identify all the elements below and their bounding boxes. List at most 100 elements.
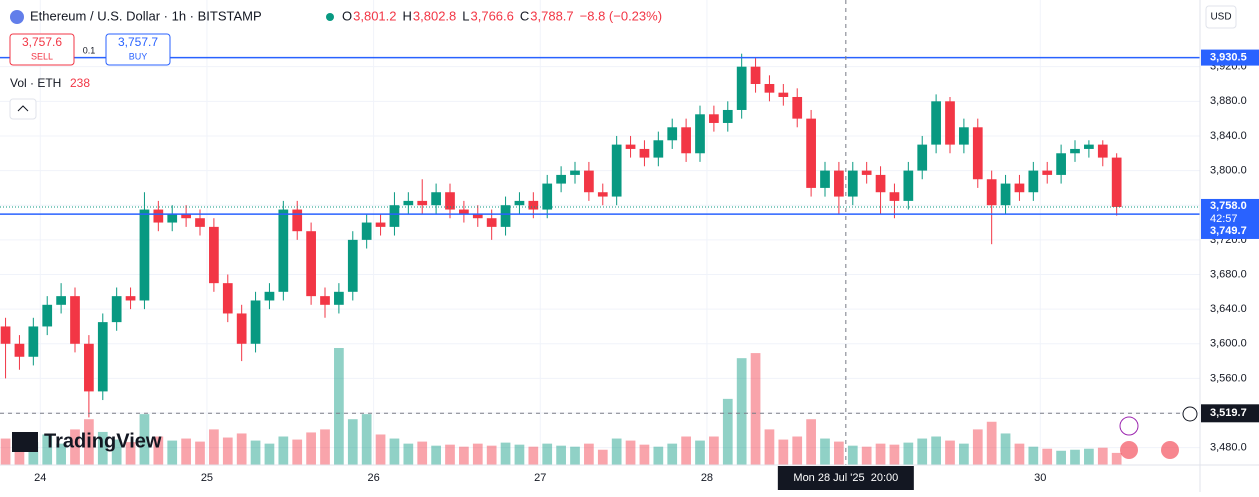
candle-body [334,291,344,305]
x-tick-label: 25 [201,472,213,484]
volume-bar [681,436,691,465]
event-icon[interactable] [1120,441,1138,459]
volume-bar [181,438,191,465]
collapse-button[interactable] [9,98,37,120]
volume-bar [264,443,275,465]
logo: TradingView [44,430,162,452]
candle-body [375,222,386,227]
candle-body [97,322,108,392]
buy-button[interactable] [105,33,171,66]
candle-body [1097,144,1108,158]
candle-body [917,144,928,171]
currency-button[interactable] [1205,5,1237,29]
crosshair-price: 3,519.7 [1210,407,1247,419]
volume-bar [97,431,108,465]
currency: USD [1210,12,1231,23]
volume-bar [1028,446,1039,465]
volume-bar [1070,449,1080,465]
candle-body [1028,170,1039,193]
volume-bar [861,446,872,465]
volume-bar [764,429,775,465]
volume-bar [167,440,178,465]
volume-bar [667,443,678,465]
candle-body [459,209,469,214]
candle-body [250,300,261,344]
candle-body [1084,144,1094,149]
volume-bar [472,443,483,465]
volume-bar [528,446,539,465]
volume-bar [28,442,39,465]
crosshair-price-box [1201,404,1259,423]
volume-bar [70,429,80,465]
candle-body [84,343,94,392]
volume-bar [806,419,816,465]
volume-bar [403,443,414,465]
volume-bar [306,432,316,465]
x-tick-label: 30 [1034,472,1046,484]
volume-bar [709,436,719,465]
sell-label: SELL [31,51,53,61]
candle-body [0,326,11,344]
candle-body [792,96,803,119]
ohlc-value: 3,801.2 [353,8,396,23]
y-tick-label: 3,560.0 [1210,372,1247,384]
y-tick-label: 3,800.0 [1210,164,1247,176]
volume-bar [417,441,428,465]
volume-bar [847,445,858,465]
volume-bar [209,429,219,465]
x-tick-label: 27 [534,472,546,484]
candle-body [222,283,233,314]
current-price-box [1201,198,1259,225]
volume-bar [889,444,900,465]
volume-bar [361,414,372,465]
ohlc-value: 3,788.7 [530,8,573,23]
ideas-icon[interactable] [1119,416,1139,436]
event-icon[interactable] [1161,441,1179,459]
volume-bar [834,441,844,465]
candle-body [972,127,983,180]
candle-body [778,92,789,97]
line-price-label-box [1201,49,1259,66]
volume-bar [570,446,580,465]
volume-bar [986,421,997,465]
volume-bar [56,443,66,465]
candle-body [70,296,80,344]
volume-bar [611,438,622,465]
volume-bar [736,358,747,465]
candle-body [722,109,733,123]
candle-body [806,118,816,188]
candle-body [959,127,969,145]
candle-body [945,101,955,145]
volume-bar [903,442,914,465]
volume-bar [931,436,941,465]
candle-body [931,101,941,145]
candle-body [42,304,53,327]
volume-bar [153,436,164,465]
volume-bar [111,439,122,465]
add-button[interactable] [1182,406,1198,422]
volume-bar [653,446,664,465]
volume-bar [486,445,497,465]
ohlc-value: 3,766.6 [471,8,514,23]
candle-body [1000,183,1011,206]
candle-body [306,231,316,297]
y-tick-label: 3,680.0 [1210,268,1247,280]
volume-bar [792,436,803,465]
symbol: Ethereum / U.S. Dollar · 1h · BITSTAMP [30,8,262,23]
candle-body [347,239,358,292]
sell-price: 3,757.6 [22,35,62,49]
sell-button[interactable] [9,33,75,66]
candle-body [472,213,483,219]
spread: 0.1 [83,45,96,55]
x-tick-label: 24 [34,472,46,484]
volume-bar [875,443,886,465]
volume-value: 238 [70,76,90,90]
candle-body [236,313,247,344]
volume-bar [278,436,289,465]
candle-body [417,200,428,206]
candle-body [847,170,858,197]
candle-body [528,200,539,210]
volume-bar [917,438,928,465]
